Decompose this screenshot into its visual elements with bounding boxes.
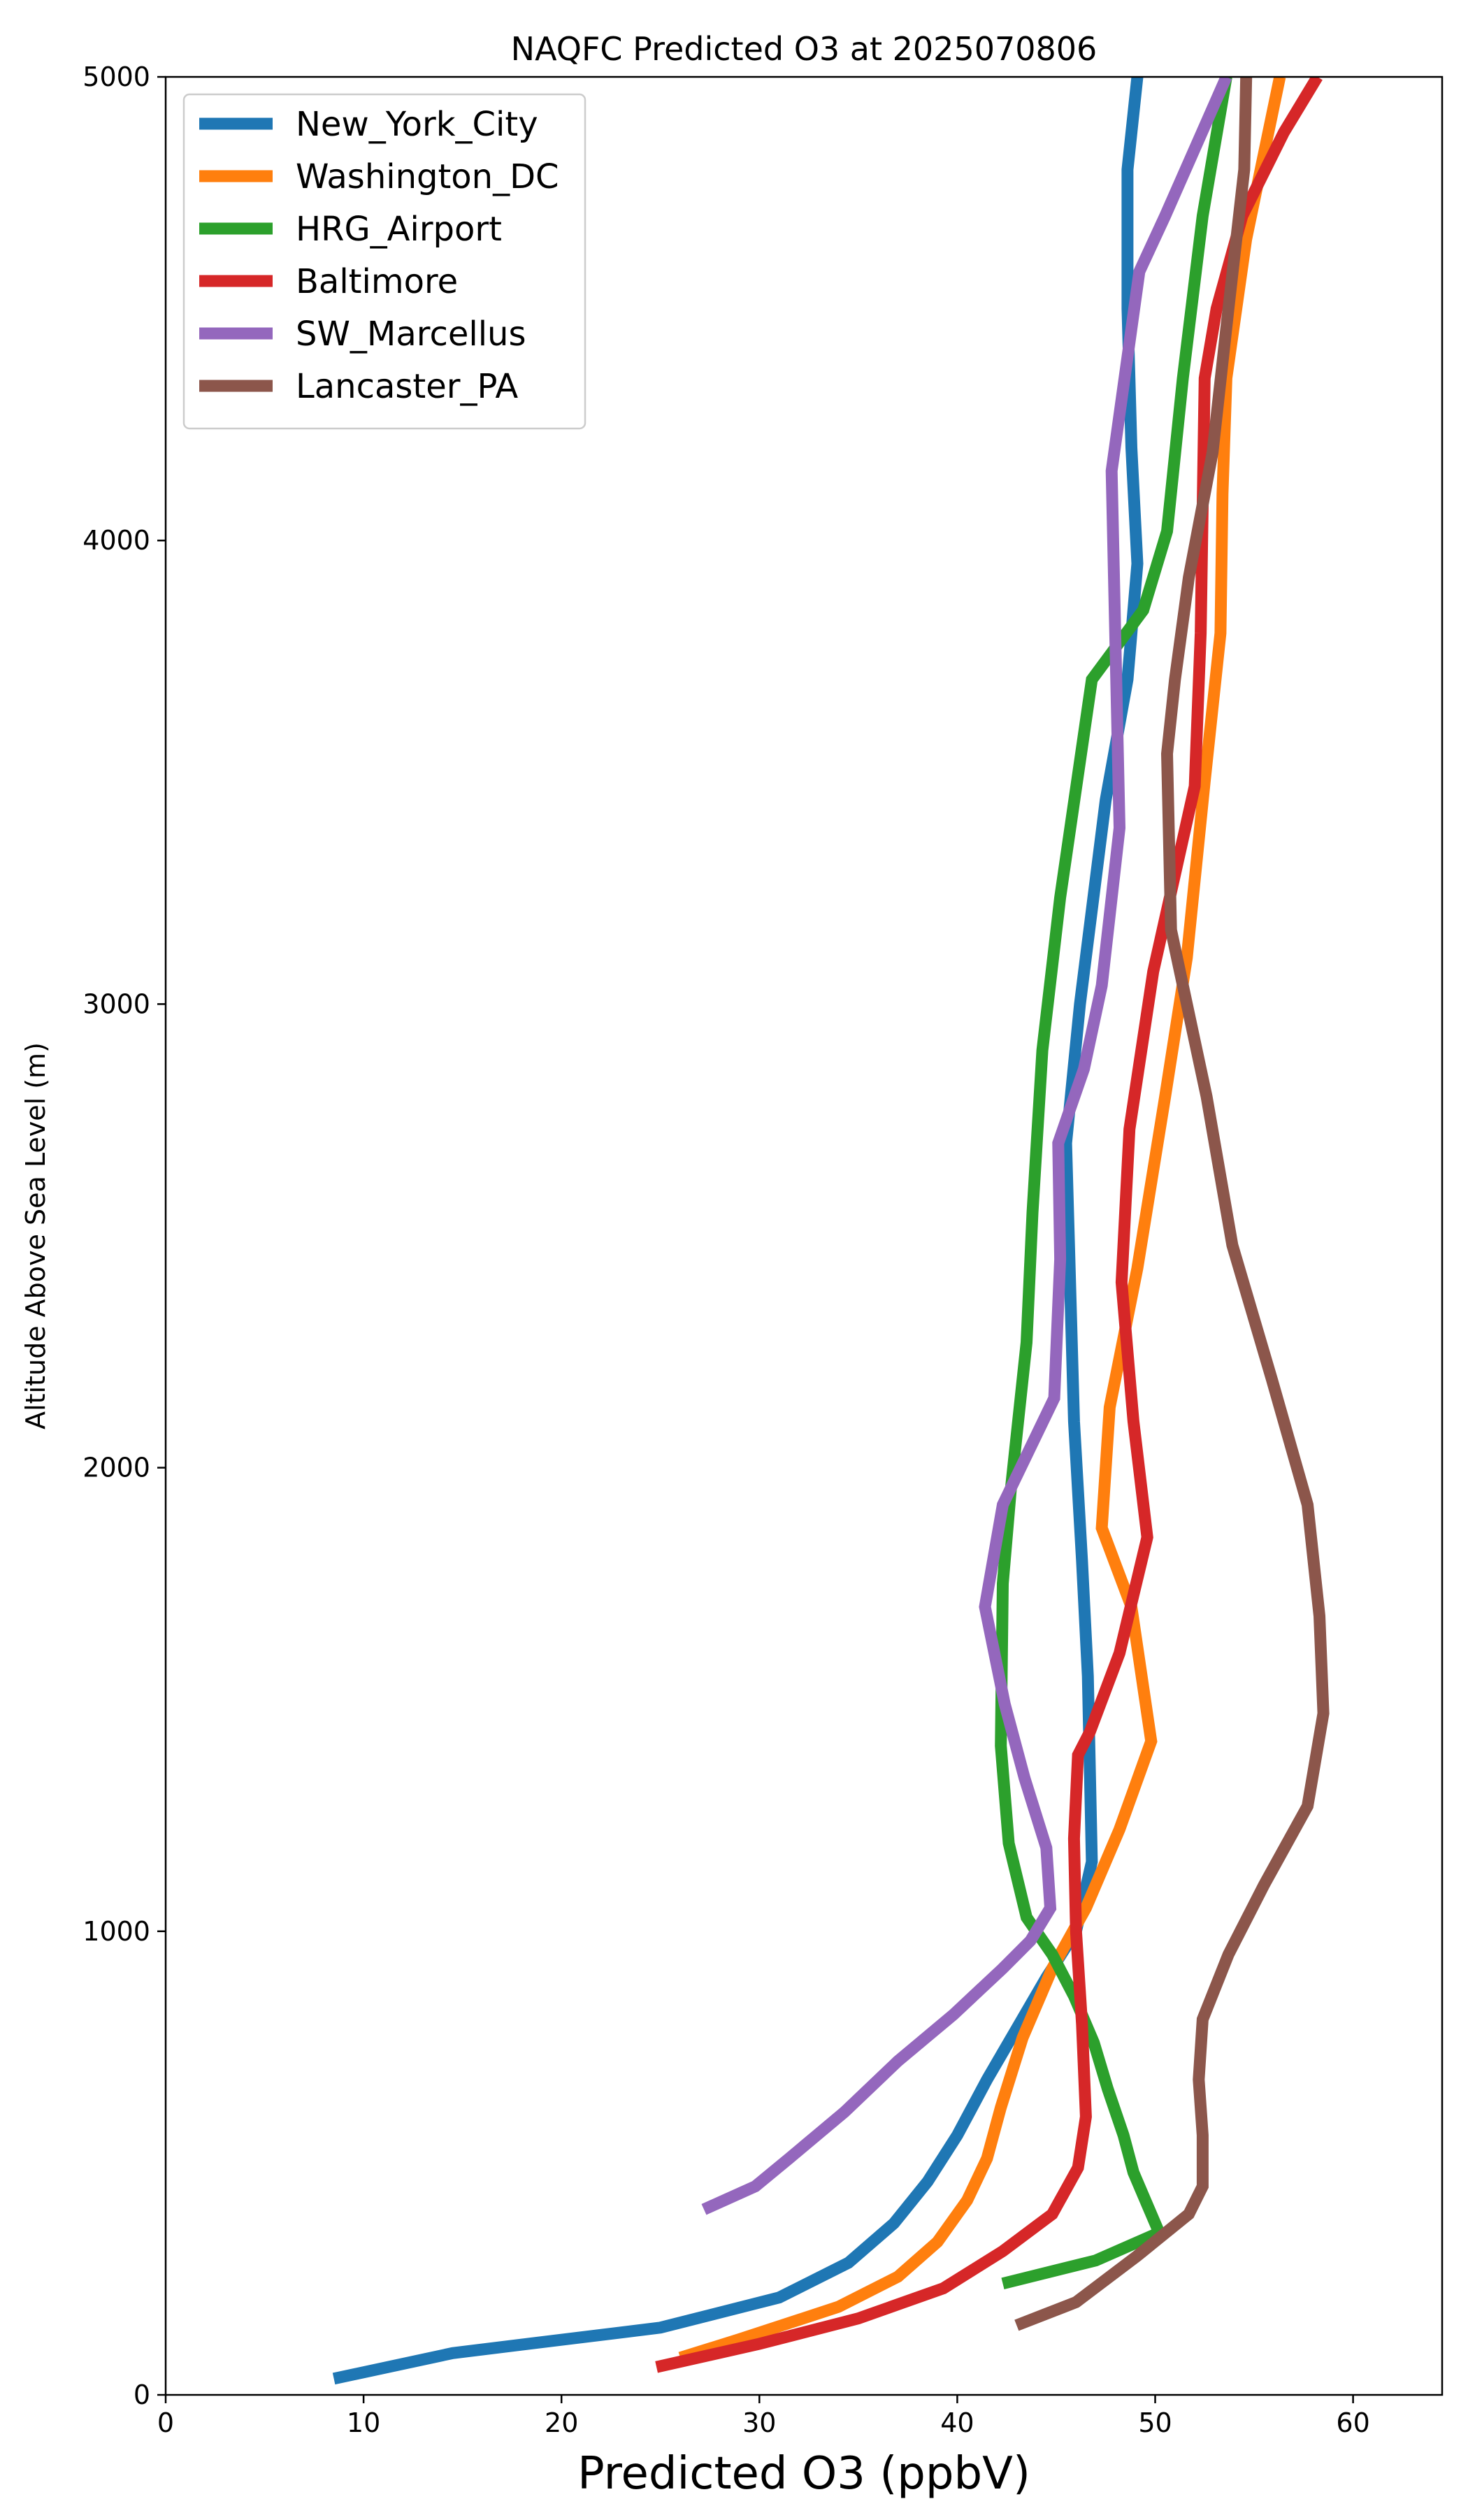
- y-tick-label: 5000: [82, 62, 150, 92]
- y-tick-label: 1000: [82, 1916, 150, 1947]
- chart-title: NAQFC Predicted O3 at 2025070806: [511, 30, 1098, 68]
- y-tick-label: 3000: [82, 988, 150, 1019]
- legend-label: SW_Marcellus: [296, 315, 526, 354]
- legend-label: HRG_Airport: [296, 210, 502, 249]
- y-tick-label: 0: [134, 2379, 150, 2410]
- y-axis-ticks: 0 1000 2000 3000 4000 5000: [82, 62, 166, 2410]
- x-tick-label: 40: [940, 2407, 974, 2438]
- series-line-lancaster-pa: [1014, 77, 1330, 2331]
- x-tick-label: 30: [742, 2407, 776, 2438]
- series-line-new-york-city: [332, 77, 1144, 2385]
- y-tick-label: 2000: [82, 1453, 150, 1483]
- x-tick-label: 50: [1138, 2407, 1172, 2438]
- legend-label: Washington_DC: [296, 157, 559, 196]
- series-line-sw-marcellus: [701, 77, 1232, 2215]
- y-axis-title: Altitude Above Sea Level (m): [20, 1042, 51, 1430]
- legend-box: [182, 93, 587, 430]
- y-tick-label: 4000: [82, 525, 150, 556]
- x-tick-label: 20: [545, 2407, 578, 2438]
- legend-label: Baltimore: [296, 262, 458, 301]
- legend-label: New_York_City: [296, 105, 538, 144]
- x-axis-title: Predicted O3 (ppbV): [577, 2448, 1030, 2500]
- series-line-baltimore: [655, 77, 1323, 2373]
- legend: New_York_City Washington_DC HRG_Airport Bal…: [182, 93, 587, 430]
- x-tick-label: 10: [347, 2407, 380, 2438]
- series-line-washington-dc: [678, 77, 1286, 2364]
- series-line-hrg-airport: [995, 77, 1232, 2290]
- legend-label: Lancaster_PA: [296, 367, 518, 406]
- plot-series: [332, 77, 1330, 2385]
- x-tick-label: 60: [1336, 2407, 1369, 2438]
- x-tick-label: 0: [157, 2407, 174, 2438]
- plot-frame: [164, 75, 1444, 2396]
- x-axis-ticks: 0 10 20 30 40 50 60: [157, 2395, 1370, 2438]
